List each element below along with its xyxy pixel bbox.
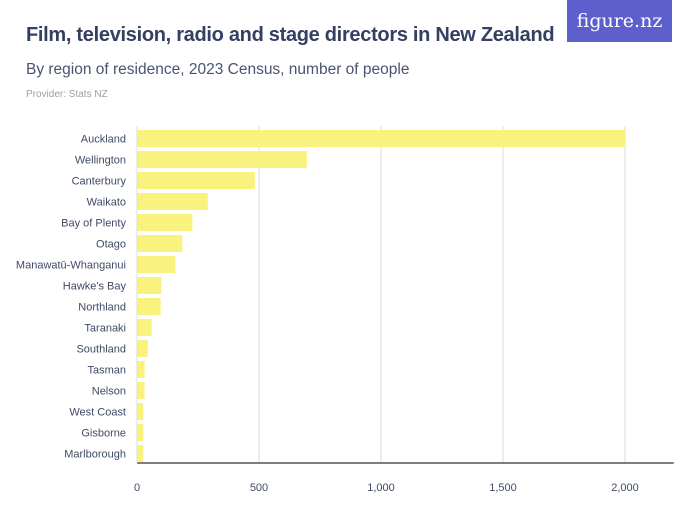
category-label: Nelson bbox=[92, 386, 126, 398]
category-label: Taranaki bbox=[84, 323, 126, 335]
x-tick-label: 1,500 bbox=[489, 482, 517, 494]
category-label: Manawatū-Whanganui bbox=[16, 260, 126, 272]
category-label: Southland bbox=[76, 344, 126, 356]
category-label: Auckland bbox=[81, 134, 126, 146]
bar bbox=[137, 340, 148, 357]
chart-title: Film, television, radio and stage direct… bbox=[26, 24, 555, 46]
bar bbox=[137, 235, 183, 252]
bar bbox=[137, 193, 208, 210]
bar bbox=[137, 319, 152, 336]
bar bbox=[137, 214, 193, 231]
bar bbox=[137, 403, 144, 420]
bar bbox=[137, 130, 625, 147]
bar bbox=[137, 172, 255, 189]
category-label: Marlborough bbox=[64, 449, 126, 461]
bar bbox=[137, 298, 161, 315]
category-label: Tasman bbox=[87, 365, 126, 377]
bar bbox=[137, 424, 144, 441]
bar bbox=[137, 151, 307, 168]
x-tick-label: 0 bbox=[134, 482, 140, 494]
bar bbox=[137, 361, 145, 378]
bar bbox=[137, 277, 162, 294]
category-label: Canterbury bbox=[72, 176, 127, 188]
category-label: West Coast bbox=[69, 407, 126, 419]
chart-subtitle: By region of residence, 2023 Census, num… bbox=[26, 61, 410, 78]
figure-nz-logo[interactable]: figure.nz bbox=[567, 0, 672, 42]
bar bbox=[137, 256, 176, 273]
x-tick-label: 1,000 bbox=[367, 482, 395, 494]
category-label: Waikato bbox=[87, 197, 126, 209]
bar bbox=[137, 445, 144, 462]
category-label: Wellington bbox=[75, 155, 126, 167]
category-label: Gisborne bbox=[81, 428, 126, 440]
bar bbox=[137, 382, 145, 399]
provider-text: Provider: Stats NZ bbox=[26, 89, 108, 100]
category-label: Northland bbox=[78, 302, 126, 314]
x-tick-label: 500 bbox=[250, 482, 268, 494]
category-label: Otago bbox=[96, 239, 126, 251]
category-label: Bay of Plenty bbox=[61, 218, 126, 230]
x-tick-label: 2,000 bbox=[611, 482, 639, 494]
category-label: Hawke's Bay bbox=[63, 281, 127, 293]
